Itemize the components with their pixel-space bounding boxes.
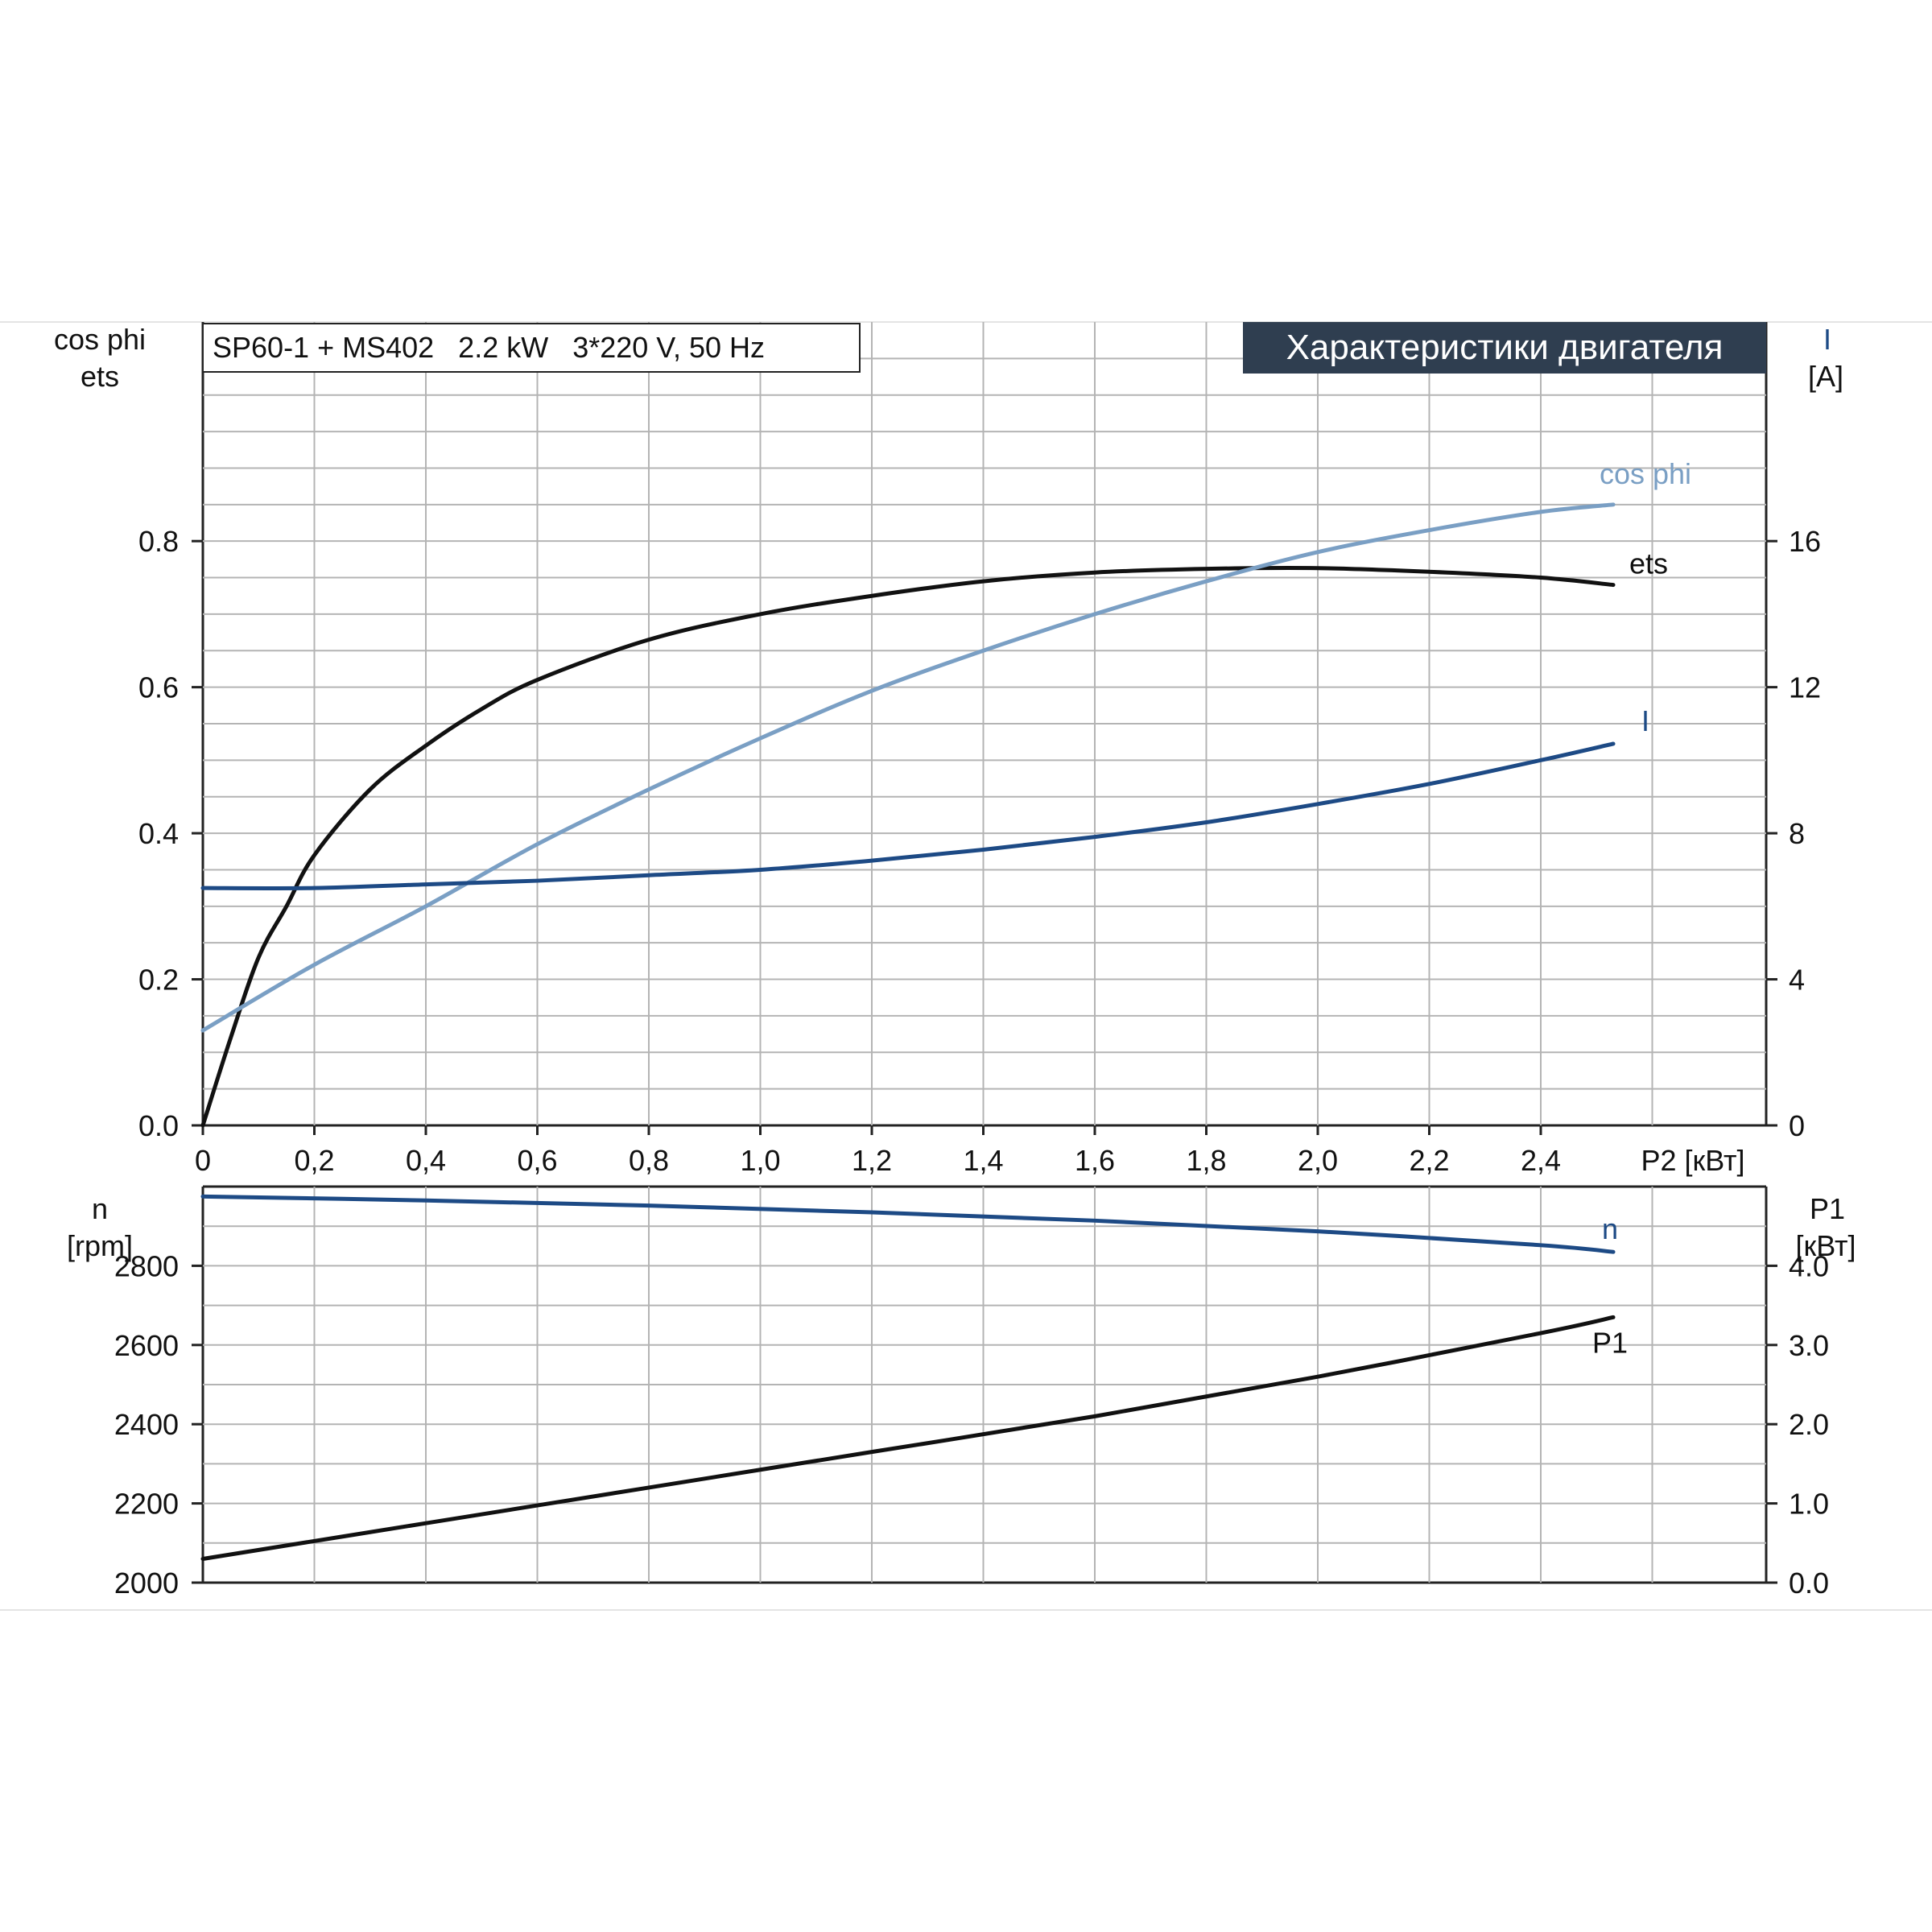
series-layer	[200, 502, 1616, 1561]
model-label-box	[202, 323, 861, 373]
panel1-tick-label-left: 2000	[114, 1567, 179, 1600]
panel1-series-line-p1	[200, 1315, 1616, 1561]
panel1-tick-label-right: 3.0	[1789, 1329, 1829, 1362]
panel0-series-line-ets	[200, 566, 1616, 1128]
panel1-tick-label-right: 1.0	[1789, 1488, 1829, 1521]
panel1-tick-label-left: 2600	[114, 1329, 179, 1362]
panel0-tick-label-right: 4	[1789, 964, 1805, 997]
panel1-tick-label-left: 2400	[114, 1408, 179, 1441]
panel0-tick-label-x: 0,2	[294, 1144, 334, 1177]
panel0-tick-label-x: 0,8	[629, 1144, 669, 1177]
panel0-tick-label-x: 1,8	[1186, 1144, 1226, 1177]
panel0-series-line-cos-phi	[200, 502, 1616, 1033]
panel1-right-axis-title-2: [кВт]	[1795, 1229, 1856, 1262]
panel0-tick-label-x: 2,2	[1409, 1144, 1449, 1177]
panel0-tick-label-x: 1,2	[852, 1144, 892, 1177]
chart-title-box	[1243, 322, 1766, 374]
chart-title: Характеристики двигателя	[1286, 328, 1724, 367]
panel1-series-label-n: n	[1602, 1212, 1618, 1245]
panel0-tick-label-left: 0.2	[138, 964, 179, 997]
panel0-right-axis-title-2: [A]	[1808, 360, 1843, 393]
panel0-tick-label-x: 0	[195, 1144, 211, 1177]
panel0-tick-label-x: 1,4	[963, 1144, 1003, 1177]
panel1-tick-label-right: 0.0	[1789, 1567, 1829, 1600]
panel0-x-axis-title: P2 [кВт]	[1641, 1144, 1744, 1177]
panel0-tick-label-right: 12	[1789, 671, 1821, 704]
panel0-series-label-ets: ets	[1629, 547, 1668, 580]
panel1-series-line-n	[200, 1194, 1616, 1254]
panel1-tick-label-left: 2200	[114, 1488, 179, 1521]
panel0-left-axis-title-2: ets	[80, 360, 119, 393]
panel0-tick-label-x: 1,6	[1075, 1144, 1115, 1177]
panel1-tick-label-right: 2.0	[1789, 1408, 1829, 1441]
panel1-tick-label-left: 2800	[114, 1249, 179, 1282]
panel0-series-line-i	[200, 741, 1616, 890]
panel0-tick-label-left: 0.6	[138, 671, 179, 704]
panel0-tick-label-x: 0,4	[406, 1144, 446, 1177]
grid-layer	[203, 322, 1766, 1583]
panel0-left-axis-title-1: cos phi	[54, 323, 146, 356]
panel0-tick-label-left: 0.4	[138, 817, 179, 850]
model-label: SP60-1 + MS402 2.2 kW 3*220 V, 50 Hz	[213, 331, 765, 364]
panel0-tick-label-left: 0.8	[138, 525, 179, 558]
panel1-left-axis-title-1: n	[92, 1192, 108, 1225]
panel0-tick-label-right: 8	[1789, 817, 1805, 850]
panel0-tick-label-x: 0,6	[517, 1144, 557, 1177]
panel1-right-axis-title-1: P1	[1810, 1192, 1845, 1225]
panel0-right-axis-title-1: I	[1823, 323, 1831, 356]
panel0-series-label-cos-phi: cos phi	[1600, 457, 1691, 490]
panel1-tick-label-right: 4.0	[1789, 1249, 1829, 1282]
chart-frame	[0, 321, 1932, 1611]
panel0-tick-label-x: 1,0	[740, 1144, 780, 1177]
panel0-tick-label-x: 2,0	[1298, 1144, 1338, 1177]
panel0-tick-label-right: 16	[1789, 525, 1821, 558]
panel1-series-label-p1: P1	[1592, 1326, 1628, 1359]
panel1-left-axis-title-2: [rpm]	[67, 1229, 133, 1262]
panel0-series-label-i: I	[1641, 704, 1649, 737]
label-layer: 0.0 0.2 0.4 0.6 0.8 0 4 8 12 16 cos phi ets I [A] 0 0,2…	[54, 323, 1856, 1600]
panel0-tick-label-left: 0.0	[138, 1109, 179, 1142]
panel0-tick-label-right: 0	[1789, 1109, 1805, 1142]
panel0-tick-label-x: 2,4	[1521, 1144, 1561, 1177]
